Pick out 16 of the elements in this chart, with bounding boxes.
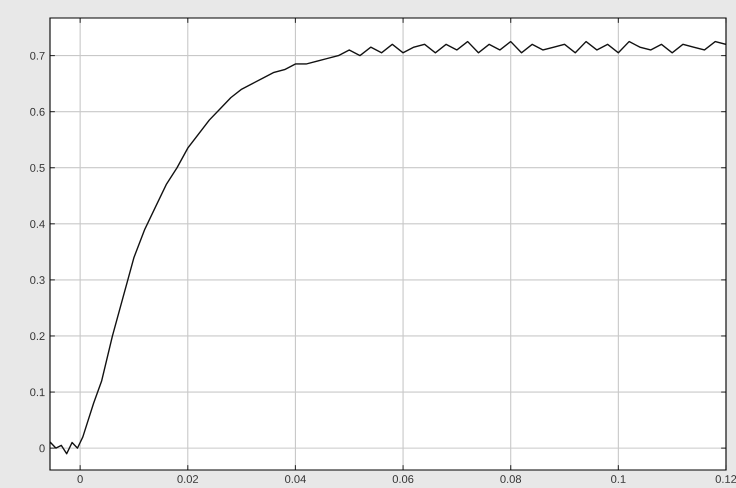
- x-tick-label: 0.1: [611, 475, 626, 484]
- y-tick-label: 0.5: [30, 164, 45, 172]
- x-tick-label: 0.08: [500, 475, 522, 484]
- y-tick-label: 0.2: [30, 332, 45, 340]
- y-tick-label: 0.6: [30, 108, 45, 116]
- x-tick-label: 0.12: [716, 475, 736, 484]
- y-tick-label: 0.3: [30, 276, 45, 284]
- x-tick-label: 0: [77, 475, 83, 484]
- y-tick-label: 0.7: [30, 52, 45, 60]
- line-series: [50, 40, 726, 454]
- y-tick-label: 0.4: [30, 220, 45, 228]
- y-tick-label: 0.1: [30, 388, 45, 396]
- x-tick-label: 0.02: [177, 475, 198, 484]
- x-tick-label: 0.06: [392, 475, 414, 484]
- y-tick-label: 0: [39, 444, 45, 452]
- x-tick-label: 0.04: [285, 475, 306, 484]
